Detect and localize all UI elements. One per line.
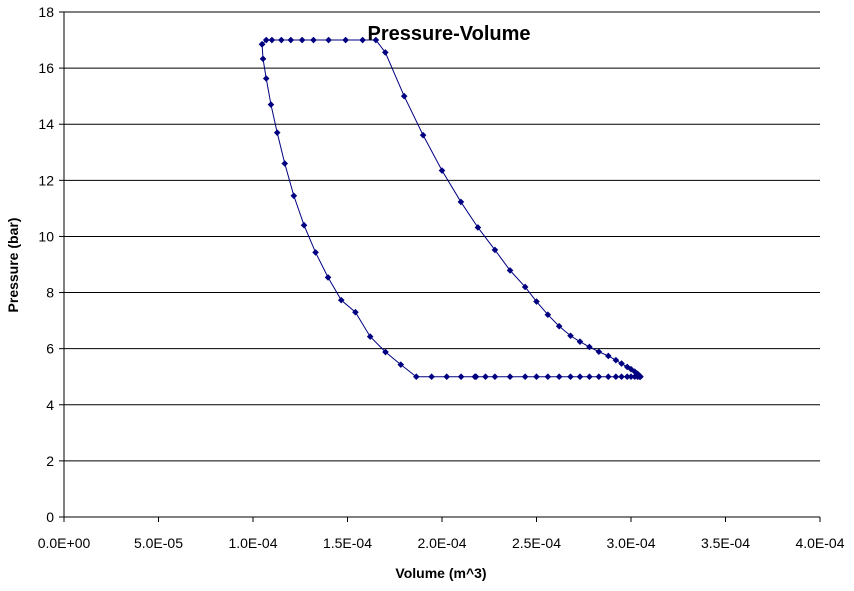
chart-title: Pressure-Volume [367,23,530,45]
data-point [595,373,603,381]
y-tick-label: 14 [38,116,54,132]
data-point [474,224,482,231]
data-point [310,36,317,44]
data-point [457,373,465,381]
data-point [636,372,643,379]
data-point [259,55,267,63]
data-point [533,373,540,381]
data-point [586,343,593,351]
data-point [372,36,380,44]
y-tick-label: 4 [46,397,54,413]
data-point [262,75,270,82]
axes [59,11,821,522]
data-point [482,373,489,381]
data-point [533,298,540,305]
data-point [472,373,480,381]
data-point [419,131,427,139]
data-point [521,283,529,291]
data-point [273,129,281,136]
y-tick-label: 10 [38,228,54,244]
data-point [612,356,620,364]
data-point [506,373,514,381]
x-tick-label: 5.0E-05 [134,535,183,551]
x-tick-label: 3.5E-04 [701,535,750,551]
data-point [342,36,349,44]
data-point [623,363,631,371]
y-tick-label: 6 [46,341,54,357]
data-point [312,249,319,256]
data-point [627,365,635,373]
y-tick-label: 16 [38,60,54,76]
data-point [521,373,529,381]
data-point [544,373,552,381]
data-point [544,311,552,319]
data-point [576,373,584,381]
data-point [382,49,389,56]
data-point [366,333,374,340]
data-point [491,373,499,381]
x-tick-label: 0.0E+00 [38,535,91,551]
x-axis-title: Volume (m^3) [395,565,486,581]
gridlines [64,11,820,462]
data-point [612,373,620,381]
data-point [555,373,563,381]
data-point [443,373,451,381]
data-point [400,92,408,100]
data-point [438,167,446,174]
data-point [324,274,332,281]
data-point [618,360,625,367]
y-axis-title: Pressure (bar) [5,218,21,313]
y-tick-labels: 0 2 4 6 8 10 12 14 16 18 [38,4,54,525]
data-point [287,36,295,44]
data-point [595,348,603,356]
x-tick-label: 3.0E-04 [606,535,655,551]
data-point [576,338,584,345]
x-tick-label: 2.5E-04 [512,535,561,551]
data-point [352,308,359,316]
data-point [290,192,298,200]
y-tick-label: 18 [38,4,54,20]
data-point [506,267,514,274]
data-point [382,348,389,356]
data-point [586,373,593,381]
data-point [281,160,289,167]
x-tick-label: 1.0E-04 [228,535,277,551]
data-point [555,322,563,330]
y-tick-label: 2 [46,453,54,469]
data-point [491,246,499,254]
data-point [298,36,306,44]
data-point [258,40,266,48]
data-point [634,370,641,378]
data-point [325,36,332,44]
data-point [618,373,625,381]
x-tick-label: 4.0E-04 [795,535,844,551]
y-tick-label: 0 [46,509,54,525]
data-point [567,332,574,340]
series-line [261,39,642,378]
data-point [605,352,612,360]
data-point [412,373,420,381]
data-point [359,36,366,44]
data-point [457,198,465,206]
data-point [627,373,635,381]
data-point [567,373,574,381]
x-tick-label: 2.0E-04 [417,535,466,551]
y-tick-label: 8 [46,285,54,301]
data-point [397,361,405,368]
x-tick-label: 1.5E-04 [323,535,372,551]
data-point [428,373,435,381]
data-point [337,296,345,304]
data-point [605,373,612,381]
data-points [258,36,644,381]
data-point [262,36,270,44]
data-point [623,373,631,381]
data-point [267,101,275,108]
x-tick-labels: 0.0E+00 5.0E-05 1.0E-04 1.5E-04 2.0E-04 2.5E-… [38,535,845,551]
data-point [268,36,276,44]
data-point [278,36,285,44]
y-tick-label: 12 [38,172,54,188]
data-point [300,221,308,229]
